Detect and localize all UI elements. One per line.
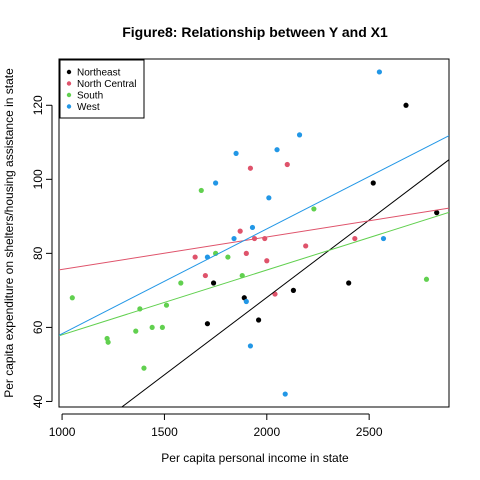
- x-tick-label: 2500: [356, 425, 383, 439]
- data-point: [149, 324, 155, 331]
- data-point: [243, 298, 249, 305]
- data-point: [249, 224, 256, 231]
- x-axis-label: Per capita personal income in state: [161, 451, 349, 465]
- data-point: [370, 180, 376, 186]
- chart-title: Figure8: Relationship between Y and X1: [122, 24, 388, 40]
- data-point: [282, 391, 288, 397]
- legend-marker: [66, 81, 72, 86]
- data-point: [133, 328, 139, 334]
- y-tick-label: 60: [31, 320, 45, 334]
- legend-label: West: [77, 102, 100, 113]
- data-point: [192, 254, 198, 260]
- y-tick-label: 40: [31, 394, 45, 408]
- data-point: [159, 324, 165, 331]
- regression-line: [59, 135, 449, 336]
- data-point: [264, 258, 270, 264]
- data-point: [141, 365, 147, 371]
- data-point: [210, 280, 217, 286]
- plot-area: 1000 1500 2000 2500 40 60 80 100 120 NortheastNor…: [31, 58, 450, 439]
- data-point: [69, 295, 75, 301]
- data-point: [303, 243, 309, 249]
- data-point: [403, 102, 409, 108]
- data-point: [202, 272, 208, 279]
- data-point: [284, 161, 290, 168]
- x-tick-label: 1500: [151, 425, 178, 439]
- data-point: [296, 132, 303, 138]
- data-point: [178, 280, 184, 286]
- regression-line: [59, 211, 449, 337]
- y-axis-label: Per capita expenditure on shelters/housi…: [2, 68, 16, 398]
- regression-line: [59, 207, 449, 271]
- x-tick-label: 2000: [253, 425, 280, 439]
- legend-marker: [66, 92, 72, 98]
- data-point: [380, 235, 387, 242]
- y-tick-label: 80: [31, 246, 45, 260]
- data-point: [163, 302, 170, 308]
- y-tick-label: 120: [31, 95, 45, 115]
- data-point: [352, 235, 358, 242]
- legend-label: South: [77, 91, 103, 102]
- data-point: [105, 339, 111, 345]
- data-point: [290, 287, 297, 293]
- data-point: [204, 321, 211, 327]
- data-point: [233, 150, 239, 157]
- y-tick-label: 100: [31, 169, 45, 189]
- data-point: [213, 180, 219, 186]
- legend-marker: [66, 69, 72, 75]
- data-point: [198, 187, 204, 194]
- legend-box: [59, 59, 145, 119]
- data-point: [247, 343, 254, 349]
- data-point: [243, 250, 249, 256]
- legend-label: Northeast: [77, 68, 121, 79]
- x-tick-label: 1000: [49, 425, 76, 439]
- data-point: [434, 210, 440, 216]
- data-point: [274, 147, 280, 153]
- data-point: [346, 280, 352, 286]
- data-point: [237, 228, 243, 234]
- legend-label: North Central: [77, 79, 136, 90]
- data-point: [231, 235, 237, 242]
- legend-marker: [66, 104, 72, 109]
- data-point: [256, 317, 262, 323]
- plot-frame: [58, 58, 450, 408]
- regression-line: [120, 159, 449, 407]
- data-point: [423, 276, 430, 282]
- data-point: [311, 206, 317, 212]
- data-point: [225, 254, 231, 260]
- data-point: [376, 69, 382, 75]
- data-point: [266, 195, 272, 201]
- data-point: [247, 165, 254, 171]
